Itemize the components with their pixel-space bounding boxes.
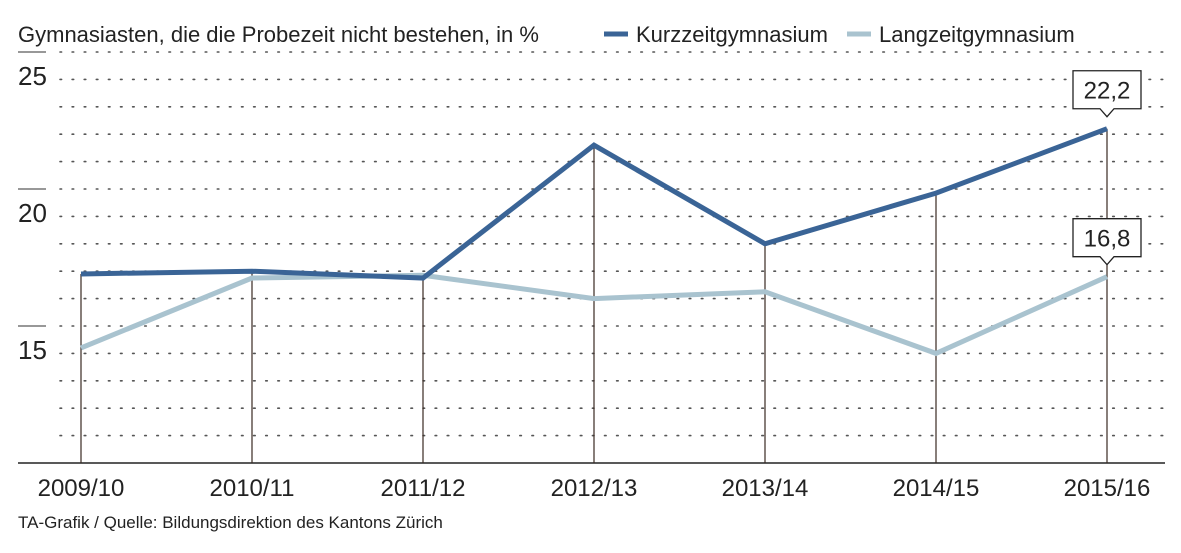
series-line-langzeitgymnasium (80, 272, 1109, 357)
series-lines (80, 126, 1109, 357)
source-note: TA-Grafik / Quelle: Bildungsdirektion de… (18, 513, 443, 532)
x-tick-label: 2011/12 (381, 475, 466, 502)
y-tick-label: 15 (18, 335, 47, 365)
y-tick-label: 20 (18, 198, 47, 228)
x-tick-label: 2012/13 (551, 475, 638, 502)
grid: 25 20 15 (18, 51, 1166, 464)
callout-box (1072, 218, 1142, 266)
y-tick-label: 25 (18, 61, 47, 91)
x-tick-label: 2015/16 (1064, 475, 1151, 502)
callout-label: 22,2 (1084, 78, 1131, 105)
axis-labels: 2009/10 2010/11 2011/12 2012/13 2013/14 2014/… (38, 475, 1151, 502)
annotations: 22,2 16,8 (1072, 70, 1142, 266)
x-tick-label: 2009/10 (38, 475, 125, 502)
legend-label: Langzeitgymnasium (879, 22, 1075, 47)
chart-title: Gymnasiasten, die die Probezeit nicht be… (18, 22, 539, 47)
x-tick-label: 2013/14 (722, 475, 809, 502)
x-tick-label: 2014/15 (893, 475, 980, 502)
value-callout: 16,8 (1072, 218, 1142, 266)
callout-label: 16,8 (1084, 226, 1131, 253)
callout-box (1072, 70, 1142, 118)
value-callout: 22,2 (1072, 70, 1142, 118)
series-line-kurzzeitgymnasium (80, 126, 1108, 281)
legend-label: Kurzzeitgymnasium (636, 22, 828, 47)
drop-lines (80, 128, 1108, 463)
legend: Kurzzeitgymnasium Langzeitgymnasium (604, 22, 1075, 47)
x-tick-label: 2010/11 (210, 475, 295, 502)
